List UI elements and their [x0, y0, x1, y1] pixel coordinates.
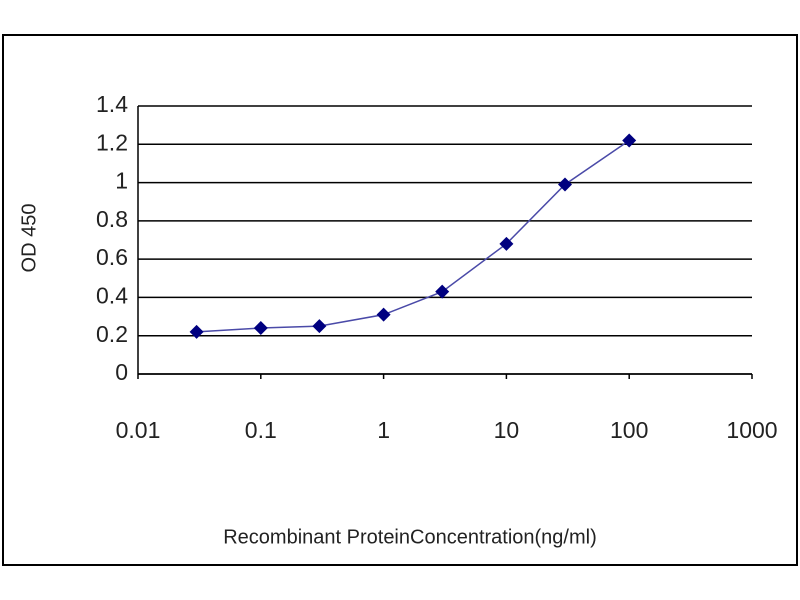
y-axis-title: OD 450 — [18, 204, 40, 273]
data-point — [557, 177, 572, 192]
x-tick-label: 1000 — [726, 417, 777, 443]
y-tick-label: 1.4 — [96, 91, 128, 117]
data-point — [189, 324, 204, 339]
data-point — [312, 319, 327, 334]
data-point — [253, 321, 268, 336]
x-tick-label: 100 — [610, 417, 648, 443]
data-point — [376, 307, 391, 322]
chart-frame — [2, 34, 798, 566]
x-tick-label: 0.1 — [245, 417, 277, 443]
y-tick-label: 0.2 — [96, 321, 128, 347]
x-tick-label: 1 — [377, 417, 390, 443]
data-point — [435, 284, 450, 299]
x-axis-title: Recombinant ProteinConcentration(ng/ml) — [223, 526, 597, 548]
y-tick-label: 0 — [115, 359, 128, 385]
y-tick-label: 0.4 — [96, 283, 128, 309]
x-tick-label: 0.01 — [116, 417, 161, 443]
y-tick-label: 0.8 — [96, 206, 128, 232]
y-tick-label: 1 — [115, 168, 128, 194]
y-tick-label: 0.6 — [96, 244, 128, 270]
y-tick-label: 1.2 — [96, 129, 128, 155]
series-line — [196, 139, 630, 333]
x-tick-label: 10 — [494, 417, 520, 443]
data-point — [499, 236, 514, 251]
data-point — [622, 133, 637, 148]
